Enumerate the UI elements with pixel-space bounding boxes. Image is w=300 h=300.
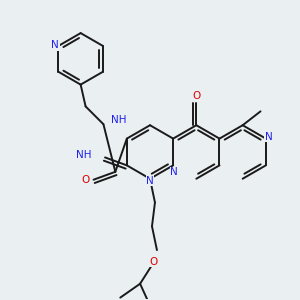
Text: N: N xyxy=(170,167,178,177)
Text: NH: NH xyxy=(111,115,127,125)
Text: N: N xyxy=(265,132,273,142)
Text: O: O xyxy=(192,91,200,100)
Text: O: O xyxy=(82,175,90,185)
Text: NH: NH xyxy=(76,150,91,161)
Text: N: N xyxy=(52,40,59,50)
Text: O: O xyxy=(150,257,158,267)
Text: N: N xyxy=(146,176,154,186)
